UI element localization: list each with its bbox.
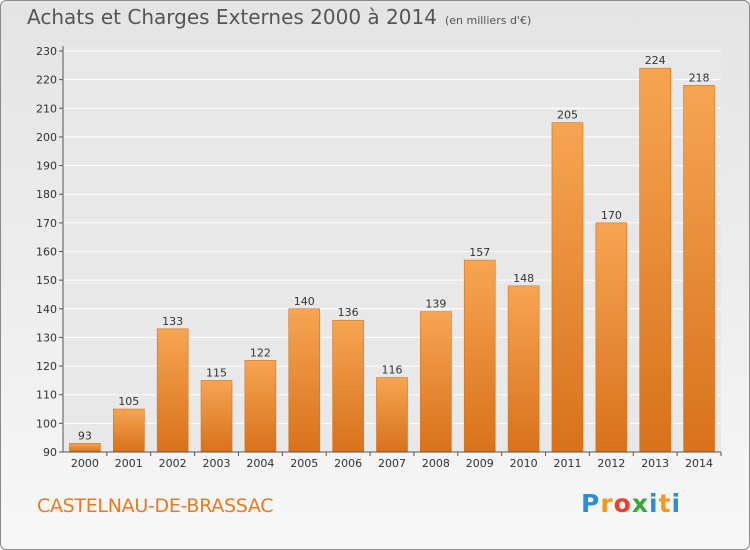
y-tick-label: 130 <box>36 331 57 344</box>
y-tick-label: 220 <box>36 74 57 87</box>
y-axis: 90 100 110 120 130 140 150 160 170 180 190 200 210 22… <box>36 45 64 459</box>
x-tick-label: 2013 <box>641 457 669 470</box>
data-label: 115 <box>206 366 227 379</box>
bar <box>420 311 452 453</box>
x-axis: 2000 2001 2002 2003 2004 2005 2006 2007 2008 2009… <box>63 451 722 470</box>
x-tick-label: 2002 <box>159 457 187 470</box>
bar <box>639 67 672 453</box>
bar <box>288 308 321 453</box>
data-label: 205 <box>557 109 578 122</box>
title-text: Achats et Charges Externes 2000 à 2014 <box>27 5 437 29</box>
x-tick-label: 2003 <box>203 457 231 470</box>
y-tick-label: 90 <box>43 446 57 459</box>
y-tick-label: 140 <box>36 303 57 316</box>
data-label: 139 <box>425 298 446 311</box>
bar <box>683 85 715 453</box>
data-labels: 93 105 133 115 122 140 136 116 139 157 148 205 170 22… <box>78 54 710 442</box>
bar <box>595 222 628 453</box>
bar <box>376 377 408 453</box>
bar <box>463 259 496 453</box>
bar <box>156 328 189 453</box>
y-tick-label: 180 <box>36 188 57 201</box>
y-tick-label: 210 <box>36 102 57 115</box>
bar <box>332 319 364 453</box>
data-label: 224 <box>645 54 666 67</box>
logo-letter: i <box>671 489 682 518</box>
y-tick-label: 170 <box>36 217 57 230</box>
x-tick-label: 2006 <box>334 457 362 470</box>
x-tick-label: 2008 <box>422 457 450 470</box>
data-label: 93 <box>78 429 92 442</box>
y-tick-label: 190 <box>36 160 57 173</box>
x-tick-label: 2009 <box>466 457 494 470</box>
x-tick-label: 2012 <box>597 457 625 470</box>
data-label: 133 <box>162 315 183 328</box>
bar <box>200 380 233 453</box>
bar <box>69 443 101 453</box>
data-label: 170 <box>601 209 622 222</box>
data-label: 140 <box>294 295 315 308</box>
data-label: 148 <box>513 272 534 285</box>
y-tick-label: 100 <box>36 417 57 430</box>
data-label: 122 <box>250 346 271 359</box>
y-tick-label: 120 <box>36 360 57 373</box>
proxiti-logo: Proxiti <box>581 489 681 518</box>
y-tick-label: 230 <box>36 45 57 58</box>
bars <box>69 67 715 453</box>
bar <box>507 285 540 453</box>
x-tick-label: 2007 <box>378 457 406 470</box>
x-tick-label: 2014 <box>685 457 713 470</box>
x-tick-label: 2011 <box>553 457 581 470</box>
x-tick-label: 2000 <box>71 457 99 470</box>
y-tick-label: 200 <box>36 131 57 144</box>
logo-letter: o <box>613 489 632 518</box>
logo-letter: r <box>600 489 614 518</box>
data-label: 136 <box>338 306 359 319</box>
data-label: 157 <box>469 246 490 259</box>
logo-letter: x <box>631 489 649 518</box>
data-label: 116 <box>382 364 403 377</box>
y-tick-label: 150 <box>36 274 57 287</box>
data-label: 218 <box>689 71 710 84</box>
logo-letter: t <box>658 489 672 518</box>
unit-label: (en milliers d'€) <box>444 14 532 27</box>
commune-name: CASTELNAU-DE-BRASSAC <box>37 495 274 517</box>
bar <box>113 408 145 453</box>
x-tick-label: 2001 <box>115 457 143 470</box>
chart-title: Achats et Charges Externes 2000 à 2014 (e… <box>27 5 531 29</box>
x-tick-label: 2005 <box>290 457 318 470</box>
bar <box>244 360 277 453</box>
y-tick-label: 110 <box>36 389 57 402</box>
x-tick-label: 2004 <box>246 457 274 470</box>
logo-letter: P <box>581 489 601 518</box>
x-tick-label: 2010 <box>510 457 538 470</box>
bar <box>551 122 584 453</box>
data-label: 105 <box>118 395 139 408</box>
logo-letter: i <box>649 489 659 518</box>
y-tick-label: 160 <box>36 246 57 259</box>
